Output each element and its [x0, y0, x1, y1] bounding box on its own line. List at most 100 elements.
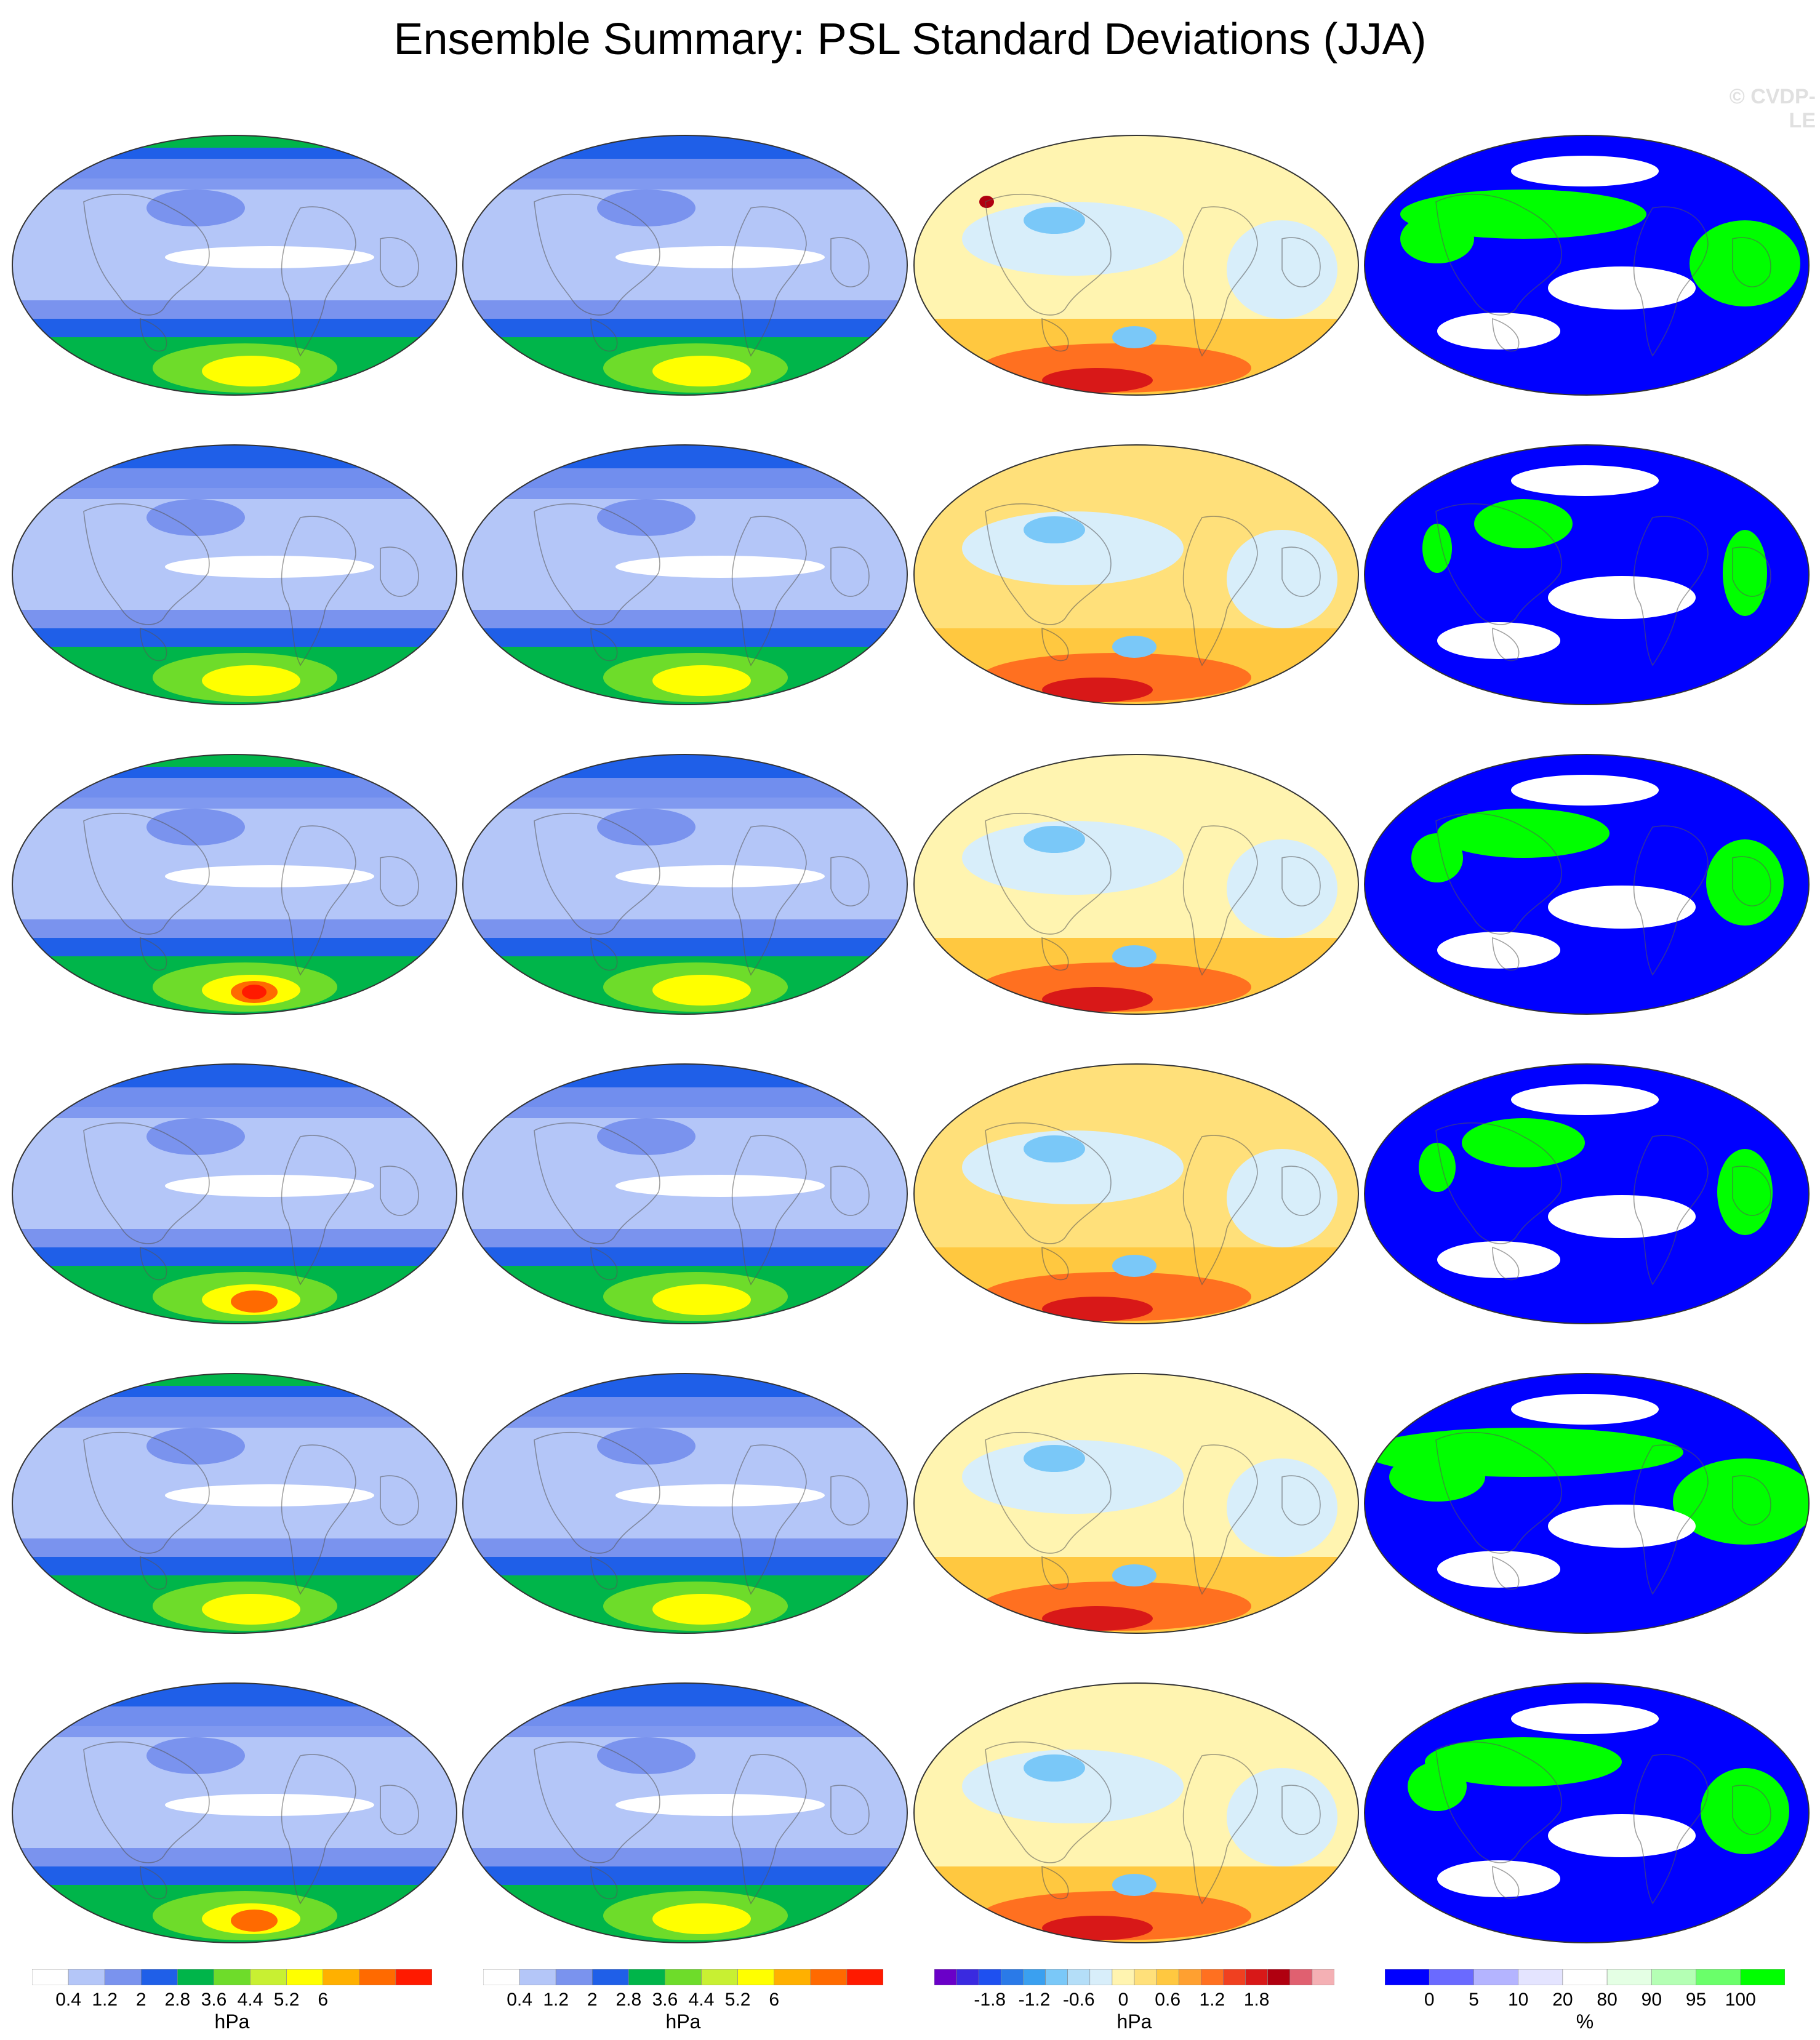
- green-patch-3: [1408, 1762, 1467, 1811]
- white-patch-3: [1511, 1394, 1659, 1425]
- green-patch-3: [1389, 1452, 1485, 1502]
- diff-map: [913, 444, 1359, 705]
- white-patch-3: [1511, 1703, 1659, 1734]
- colorbar-tick-label: 95: [1685, 1990, 1707, 2010]
- map-border: [913, 754, 1359, 1015]
- southern-hot: [1042, 1297, 1153, 1321]
- colorbar-swatch: [1289, 1969, 1313, 1985]
- white-patch-1: [1548, 1505, 1696, 1548]
- southern-core: [652, 356, 751, 386]
- colorbar-unit: hPa: [1116, 2010, 1152, 2033]
- rank-map: [1364, 754, 1810, 1015]
- obs-map: [462, 135, 908, 396]
- colorbar-swatch: [250, 1969, 287, 1985]
- map-border: [462, 135, 908, 396]
- pacific-low: [597, 1428, 696, 1465]
- colorbar-swatch: [1606, 1969, 1652, 1985]
- white-patch-3: [1511, 156, 1659, 186]
- colorbar-swatch: [177, 1969, 214, 1985]
- southern-peak: [231, 1290, 278, 1313]
- map-border: [462, 444, 908, 705]
- colorbar-tick-label: 20: [1552, 1990, 1573, 2010]
- pacific-low: [597, 809, 696, 846]
- colorbar-swatch: [1023, 1969, 1046, 1985]
- white-patch-2: [1437, 313, 1560, 350]
- southern-core: [652, 1284, 751, 1315]
- map-border: [462, 754, 908, 1015]
- white-patch-2: [1437, 1860, 1560, 1897]
- map-border: [12, 444, 457, 705]
- map-border: [462, 1373, 908, 1634]
- north-pacific-cool: [962, 1130, 1184, 1204]
- diff-map: [913, 1373, 1359, 1634]
- colorbar-swatch: [1001, 1969, 1024, 1985]
- coastline: [1435, 1122, 1771, 1286]
- coastline: [985, 1122, 1321, 1286]
- colorbar-tick-label: 80: [1597, 1990, 1618, 2010]
- colorbar-tick-label: 2.8: [615, 1990, 642, 2010]
- coastline: [534, 1431, 870, 1595]
- rank-field: [1365, 445, 1809, 705]
- diff-map: [913, 754, 1359, 1015]
- north-band: [463, 1087, 907, 1118]
- tropical-min: [165, 865, 374, 887]
- tropical-min: [165, 556, 374, 578]
- colorbar-tick-label: 0.6: [1155, 1990, 1181, 2010]
- colorbar-tick-label: 10: [1507, 1990, 1529, 2010]
- pacific-low: [597, 190, 696, 226]
- coastline: [1435, 503, 1771, 666]
- green-patch-3: [1422, 524, 1452, 573]
- north-band: [12, 1706, 457, 1737]
- colorbar-stddev: [32, 1969, 432, 1985]
- colorbar-swatch: [1134, 1969, 1157, 1985]
- tropical-min: [165, 1175, 374, 1197]
- arctic-green: [85, 1374, 368, 1386]
- tropical-min: [615, 1175, 825, 1197]
- colorbar-swatch: [774, 1969, 811, 1985]
- white-patch-1: [1548, 1814, 1696, 1857]
- white-patch-3: [1511, 1084, 1659, 1115]
- coastline: [985, 1431, 1321, 1595]
- map-border: [12, 1373, 457, 1634]
- green-patch-1: [1474, 499, 1573, 548]
- colorbar-swatch: [956, 1969, 979, 1985]
- colorbar-swatch: [846, 1969, 883, 1985]
- colorbar-swatch: [1201, 1969, 1224, 1985]
- tropical-min: [615, 1794, 825, 1816]
- colorbar-swatch: [1740, 1969, 1785, 1985]
- white-patch-3: [1511, 465, 1659, 496]
- white-patch-2: [1437, 622, 1560, 659]
- colorbar-swatch: [1178, 1969, 1201, 1985]
- colorbar-tick-label: 6: [769, 1990, 780, 2010]
- colorbar-tick-label: 1.2: [1199, 1990, 1225, 2010]
- model-map: [12, 1682, 457, 1943]
- white-patch-2: [1437, 1551, 1560, 1588]
- north-pacific-cool: [962, 821, 1184, 895]
- colorbar-tick-label: 5.2: [273, 1990, 300, 2010]
- southern-peak-core: [242, 985, 267, 999]
- arctic-green: [85, 135, 368, 148]
- arctic-green: [85, 754, 368, 767]
- colorbar-swatch: [1429, 1969, 1474, 1985]
- map-border: [913, 444, 1359, 705]
- model-map: [12, 444, 457, 705]
- colorbar-tick-label: -1.2: [1018, 1990, 1051, 2010]
- obs-map: [462, 1373, 908, 1634]
- southern-hot: [1042, 368, 1153, 393]
- colorbar-swatch: [483, 1969, 520, 1985]
- pacific-low: [146, 1118, 245, 1155]
- coastline: [83, 1741, 419, 1905]
- rank-field: [1365, 1683, 1809, 1943]
- colorbar-swatch: [104, 1969, 142, 1985]
- map-border: [913, 135, 1359, 396]
- diff-map: [913, 1682, 1359, 1943]
- map-border: [913, 1682, 1359, 1943]
- coastline: [1435, 193, 1771, 357]
- colorbar-swatch: [32, 1969, 69, 1985]
- coastline: [1435, 1431, 1771, 1595]
- white-patch-1: [1548, 576, 1696, 619]
- white-patch-3: [1511, 775, 1659, 806]
- pacific-low: [597, 1118, 696, 1155]
- map-border: [12, 135, 457, 396]
- coastline: [83, 193, 419, 357]
